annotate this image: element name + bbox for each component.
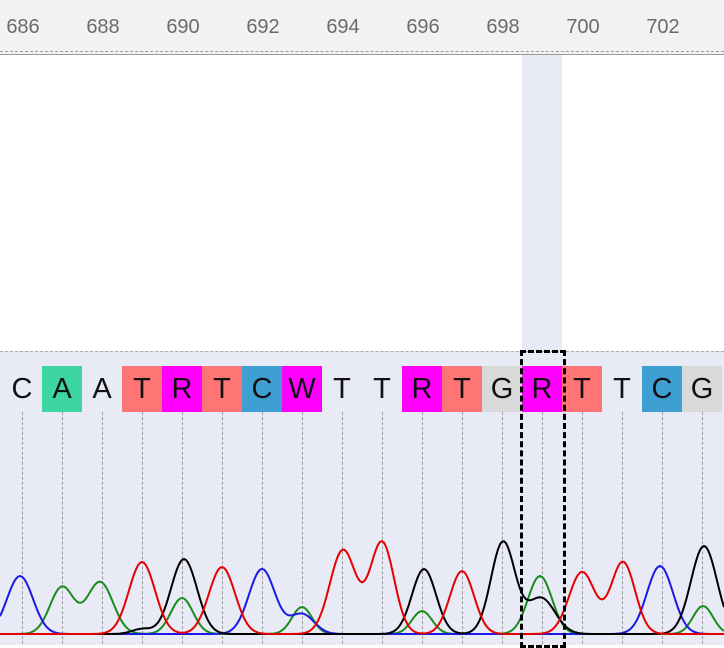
base-gridline-3	[142, 412, 143, 644]
chromatogram-panel[interactable]	[0, 351, 724, 645]
base-gridline-5	[222, 412, 223, 644]
base-gridline-1	[62, 412, 63, 644]
base-gridline-14	[582, 412, 583, 644]
selected-column-highlight	[522, 55, 562, 351]
ruler-label-698: 698	[486, 16, 520, 38]
base-gridline-15	[622, 412, 623, 644]
base-call-5[interactable]: T	[202, 366, 242, 412]
chromatogram-traces	[0, 539, 724, 635]
base-call-10[interactable]: R	[402, 366, 442, 412]
base-gridline-4	[182, 412, 183, 644]
base-call-4[interactable]: R	[162, 366, 202, 412]
base-gridline-11	[462, 412, 463, 644]
base-gridline-7	[302, 412, 303, 644]
base-call-1[interactable]: A	[42, 366, 82, 412]
base-call-14[interactable]: T	[562, 366, 602, 412]
ruler-label-702: 702	[646, 16, 680, 38]
base-call-16[interactable]: C	[642, 366, 682, 412]
base-call-13[interactable]: R	[522, 366, 562, 412]
ruler-label-696: 696	[406, 16, 440, 38]
ruler-divider	[0, 51, 724, 52]
base-gridline-8	[342, 412, 343, 644]
ruler-label-686: 686	[6, 16, 40, 38]
base-call-12[interactable]: G	[482, 366, 522, 412]
trace-c-blue	[0, 564, 724, 635]
base-call-17[interactable]: G	[682, 366, 722, 412]
base-gridline-12	[502, 412, 503, 644]
base-gridline-10	[422, 412, 423, 644]
base-gridline-0	[22, 412, 23, 644]
base-call-7[interactable]: W	[282, 366, 322, 412]
ruler-label-690: 690	[166, 16, 200, 38]
base-gridline-17	[702, 412, 703, 644]
ruler-label-694: 694	[326, 16, 360, 38]
base-gridline-13	[542, 412, 543, 644]
base-gridline-2	[102, 412, 103, 644]
ruler-label-692: 692	[246, 16, 280, 38]
base-gridline-9	[382, 412, 383, 644]
base-call-3[interactable]: T	[122, 366, 162, 412]
base-call-15[interactable]: T	[613, 373, 631, 405]
position-ruler: 686 688 690 692 694 696 698 700 702	[0, 0, 724, 55]
base-call-2[interactable]: A	[92, 373, 112, 405]
trace-t-red	[0, 539, 724, 635]
base-call-9[interactable]: T	[373, 373, 391, 405]
base-call-0[interactable]: C	[11, 373, 33, 405]
trace-g-black	[0, 540, 724, 635]
base-call-8[interactable]: T	[333, 373, 351, 405]
base-gridline-16	[662, 412, 663, 644]
base-gridline-6	[262, 412, 263, 644]
ruler-label-700: 700	[566, 16, 600, 38]
base-call-6[interactable]: C	[242, 366, 282, 412]
ruler-label-688: 688	[86, 16, 120, 38]
trace-a-green	[0, 574, 724, 635]
base-call-11[interactable]: T	[442, 366, 482, 412]
